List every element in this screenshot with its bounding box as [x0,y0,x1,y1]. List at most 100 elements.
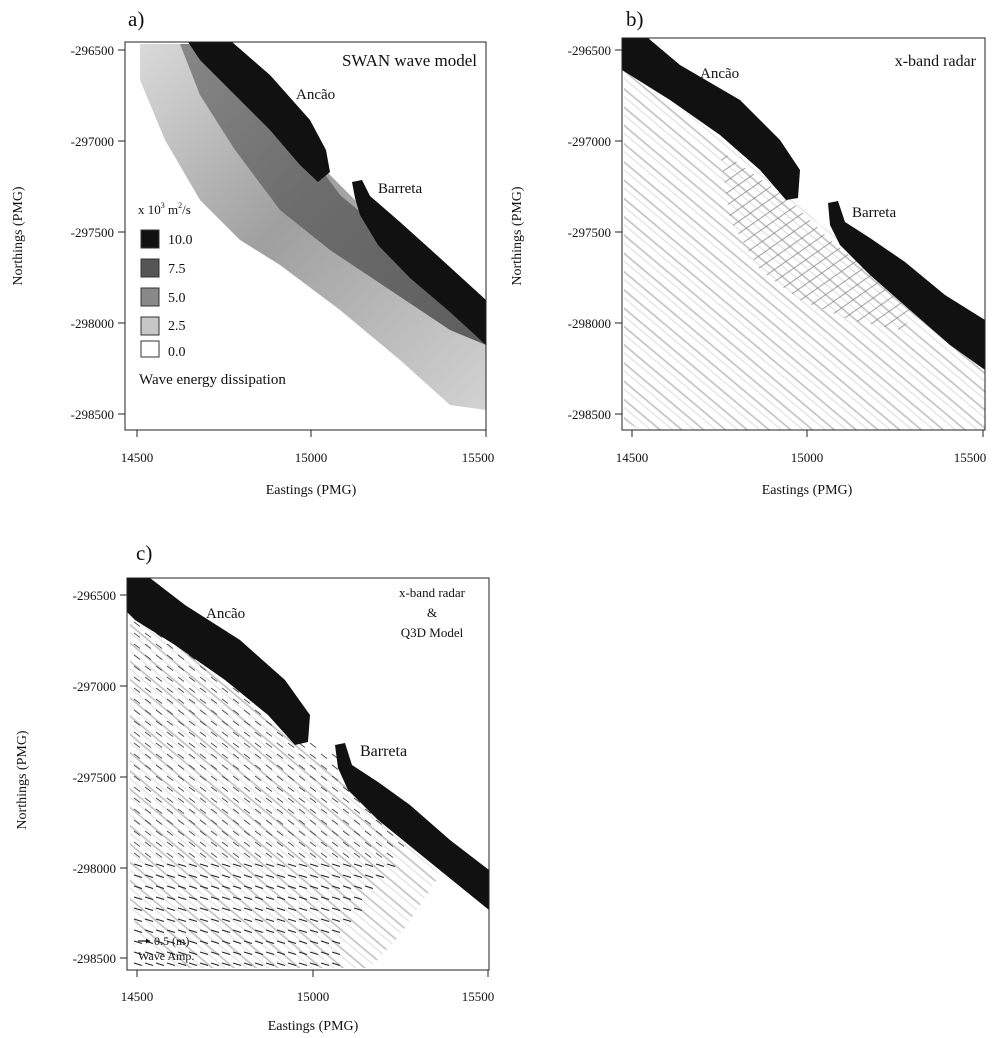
vector-arrow [133,830,141,836]
vector-arrow [243,929,253,934]
vector-arrow [243,819,251,825]
vector-arrow [364,808,372,814]
vector-arrow [133,808,141,814]
vector-arrow [287,786,295,792]
vector-arrow [254,786,262,792]
vector-arrow [177,753,185,759]
vector-arrow [177,819,185,825]
vector-arrow [166,753,174,759]
vector-arrow [166,742,174,748]
vector-arrow [155,962,165,967]
vector-arrow [298,775,306,781]
panel-a-xtick: 15500 [462,450,495,465]
vector-arrow [298,874,308,879]
vector-arrow [144,819,152,825]
vector-arrow [320,775,328,781]
vector-arrow [177,731,185,737]
vector-arrow [232,929,242,934]
vector-arrow [144,808,152,814]
vector-arrow [320,841,328,847]
vector-arrow [221,896,231,901]
vector-arrow [199,665,207,671]
vector-arrow [265,808,273,814]
vector-arrow [342,786,350,792]
vector-arrow [342,819,350,825]
vector-arrow [155,852,163,858]
vector-arrow [177,885,187,890]
vector-arrow [243,830,251,836]
vector-arrow [177,797,185,803]
vector-arrow [320,786,328,792]
vector-arrow [342,797,350,803]
vector-arrow [210,753,218,759]
vector-arrow [199,940,209,945]
vector-arrow [155,940,165,945]
vector-arrow [133,709,141,715]
vector-arrow [232,764,240,770]
legend-swatch-5 [140,287,160,307]
vector-arrow [144,786,152,792]
vector-arrow [199,962,209,967]
vector-arrow [265,775,273,781]
vector-arrow [320,753,328,759]
vector-arrow [298,786,306,792]
vector-arrow [166,676,174,682]
vector-arrow [210,720,218,726]
vector-arrow [309,819,317,825]
vector-arrow [232,962,242,967]
vector-arrow [320,918,330,923]
panel-b-ylabel: Northings (PMG) [510,186,525,286]
vector-arrow [309,775,317,781]
vector-arrow [265,962,275,967]
vector-arrow [331,885,341,890]
vector-arrow [364,841,372,847]
vector-arrow [221,830,229,836]
vector-arrow [166,874,176,879]
vector-arrow [155,830,163,836]
vector-arrow [177,929,187,934]
vector-arrow [188,940,198,945]
vector-arrow [166,852,174,858]
vector-arrow [177,676,185,682]
vector-arrow [342,808,350,814]
vector-arrow [133,687,141,693]
panel-b-y-axis: -296500 -297000 -297500 -298000 -298500 [568,43,622,422]
vector-arrow [353,808,361,814]
vector-arrow [144,830,152,836]
panel-c-title-line3: Q3D Model [401,625,464,640]
vector-arrow [276,951,286,956]
vector-arrow [210,841,218,847]
vector-arrow [320,940,330,945]
vector-arrow [254,709,262,715]
vector-arrow [155,753,163,759]
vector-arrow [386,852,394,858]
vector-arrow [177,764,185,770]
vector-arrow [166,654,174,660]
vector-arrow [210,830,218,836]
legend-level: 2.5 [168,319,186,334]
vector-arrow [166,819,174,825]
vector-arrow [331,929,341,934]
vector-arrow [276,797,284,803]
vector-arrow [155,654,163,660]
panel-b-title: x-band radar [895,53,977,70]
vector-arrow [221,775,229,781]
vector-arrow [232,720,240,726]
vector-arrow [188,698,196,704]
vector-arrow [166,929,176,934]
vector-arrow [254,918,264,923]
vector-arrow [353,885,363,890]
vector-arrow [199,709,207,715]
vector-arrow [144,841,152,847]
panel-c-place-ancao: Ancão [206,606,245,622]
vector-arrow [199,797,207,803]
vector-arrow [309,874,319,879]
vector-arrow [232,830,240,836]
vector-arrow [155,786,163,792]
vector-arrow [221,808,229,814]
vector-arrow [254,731,262,737]
vector-arrow [375,852,383,858]
vector-arrow [188,852,196,858]
vector-arrow [331,918,341,923]
vector-arrow [221,940,231,945]
